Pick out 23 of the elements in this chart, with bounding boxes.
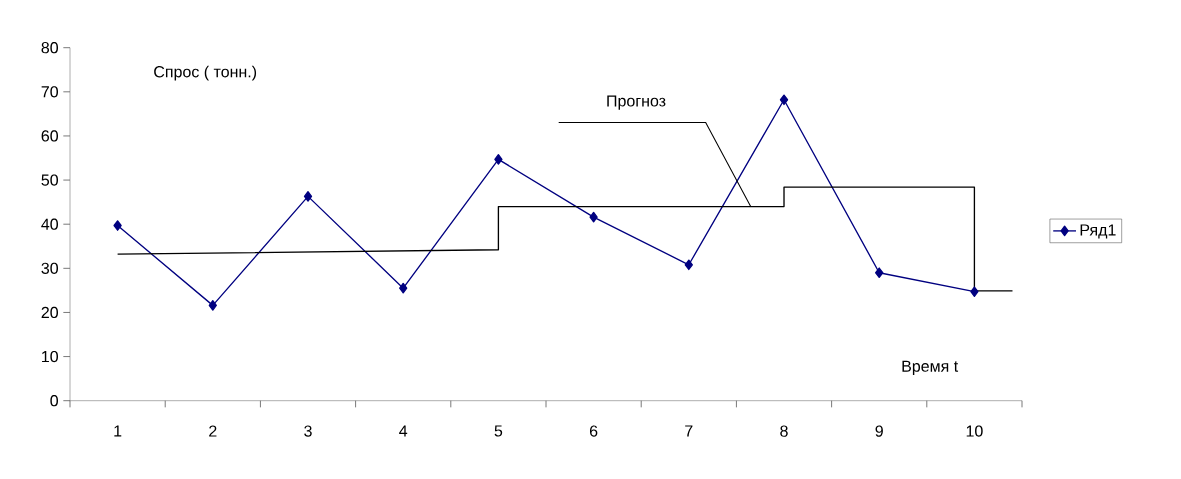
y-tick-label: 50 bbox=[41, 174, 59, 186]
y-tick-label: 40 bbox=[41, 218, 59, 230]
x-tick-label: 5 bbox=[494, 425, 503, 437]
x-tick-label: 8 bbox=[780, 425, 788, 437]
y-tick-label: 60 bbox=[41, 130, 59, 142]
x-axis-title: Время t bbox=[902, 360, 959, 376]
x-tick-label: 6 bbox=[589, 425, 598, 437]
y-tick-label: 70 bbox=[41, 86, 59, 98]
x-tick-label: 9 bbox=[875, 425, 883, 437]
y-axis-title: Спрос ( тонн.) bbox=[154, 65, 257, 81]
x-tick-label: 7 bbox=[685, 425, 693, 437]
x-tick-label: 3 bbox=[304, 425, 312, 437]
y-tick-label: 20 bbox=[41, 306, 59, 319]
x-tick-label: 4 bbox=[399, 425, 408, 437]
y-tick-label: 30 bbox=[41, 262, 59, 274]
x-tick-label: 10 bbox=[966, 425, 983, 437]
y-tick-label: 10 bbox=[42, 350, 59, 363]
y-tick-label: 0 bbox=[50, 395, 59, 407]
annotation: Прогноз bbox=[607, 95, 666, 110]
x-tick-label: 1 bbox=[114, 425, 122, 437]
x-tick-label: 2 bbox=[209, 425, 217, 437]
y-tick-label: 80 bbox=[41, 42, 59, 54]
legend-label: Ряд1 bbox=[1080, 224, 1116, 239]
